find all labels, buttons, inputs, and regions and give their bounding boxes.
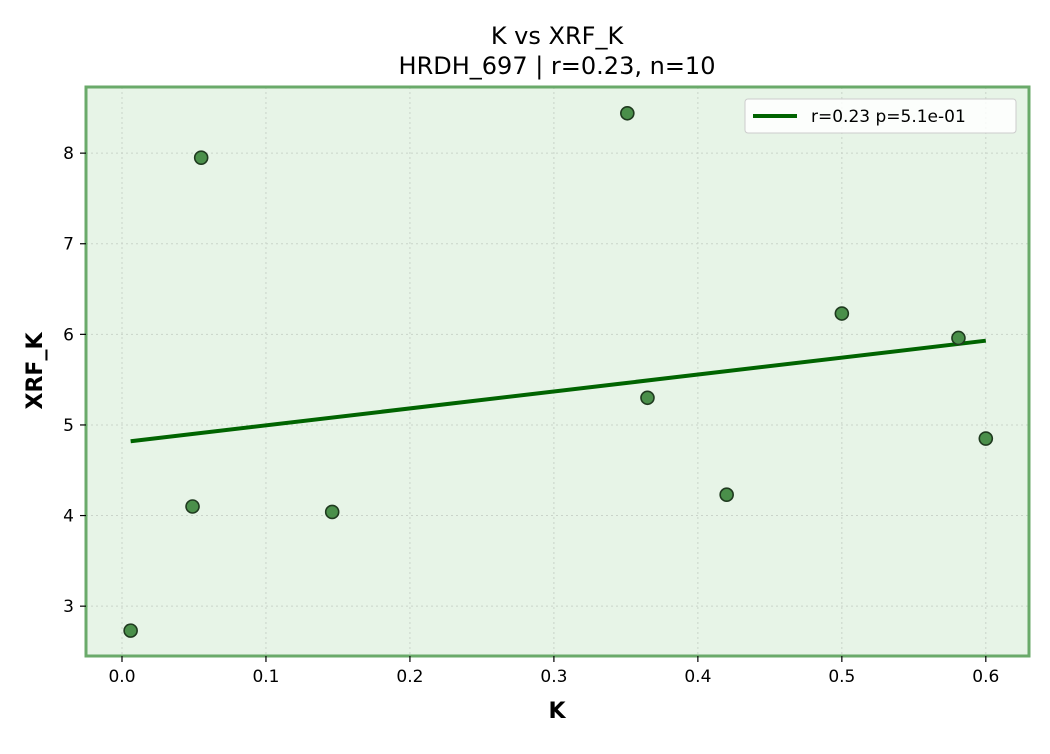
y-axis-ticks: 3 4 5 6 7 8	[63, 144, 86, 617]
scatter-point	[620, 105, 635, 121]
y-tick-label: 5	[63, 416, 74, 436]
legend: r=0.23 p=5.1e-01	[744, 98, 1017, 134]
data-points	[123, 105, 994, 638]
chart-subtitle: HRDH_697 | r=0.23, n=10	[399, 52, 716, 80]
scatter-point	[193, 150, 209, 165]
x-tick-label: 0.3	[540, 667, 567, 687]
scatter-point	[640, 390, 655, 406]
scatter-point	[951, 330, 966, 346]
y-axis-label: XRF_K	[23, 332, 48, 410]
chart-title: K vs XRF_K	[491, 22, 625, 50]
legend-box	[744, 98, 1017, 134]
legend-label: r=0.23 p=5.1e-01	[811, 107, 966, 127]
y-tick-label: 7	[63, 235, 74, 255]
x-tick-label: 0.4	[684, 667, 711, 687]
scatter-point	[978, 431, 994, 446]
x-tick-label: 0.2	[396, 667, 423, 687]
scatter-point	[324, 504, 340, 520]
y-tick-label: 4	[63, 507, 74, 527]
y-tick-label: 3	[63, 597, 74, 617]
scatter-point	[719, 487, 734, 503]
scatter-point	[123, 623, 138, 638]
regression-line	[130, 338, 987, 444]
x-axis-ticks: 0.0 0.1 0.2 0.3 0.4 0.5 0.6	[108, 656, 999, 687]
y-tick-label: 6	[63, 325, 74, 345]
y-tick-label: 8	[63, 144, 74, 164]
scatter-point	[834, 306, 850, 321]
plot-area	[86, 87, 1029, 656]
x-axis-label: K	[548, 699, 566, 724]
x-tick-label: 0.5	[828, 667, 855, 687]
scatter-point	[185, 499, 200, 514]
x-tick-label: 0.6	[972, 667, 999, 687]
plot-border	[84, 85, 1031, 658]
fit-line-layer	[130, 338, 987, 444]
x-tick-label: 0.0	[108, 667, 135, 687]
grid-lines	[86, 87, 1029, 656]
x-tick-label: 0.1	[252, 667, 279, 687]
